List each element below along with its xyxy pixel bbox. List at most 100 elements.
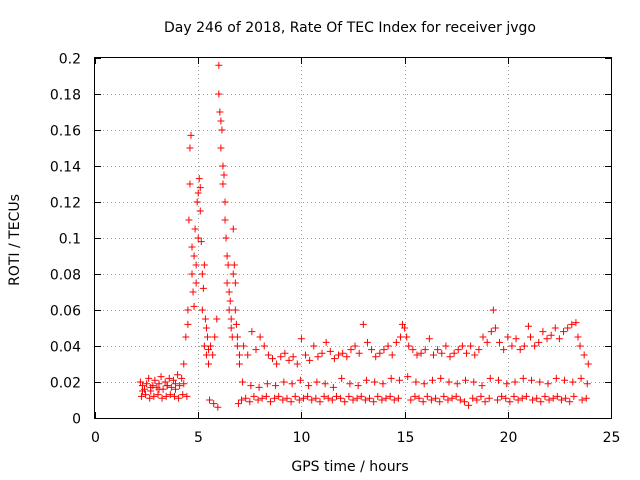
data-point — [493, 396, 501, 404]
data-point — [214, 403, 222, 411]
data-point — [279, 396, 287, 404]
data-point — [185, 216, 193, 224]
data-point — [143, 380, 151, 388]
data-point — [357, 392, 365, 400]
data-point — [239, 378, 247, 386]
data-point — [533, 394, 541, 402]
data-point — [201, 315, 209, 323]
data-point — [194, 234, 202, 242]
data-point — [372, 353, 380, 361]
y-tick-label: 0.06 — [50, 304, 81, 320]
data-point — [404, 373, 412, 381]
data-point — [487, 328, 495, 336]
data-point — [403, 333, 411, 341]
data-point — [339, 349, 347, 357]
data-point — [151, 376, 159, 384]
data-point — [297, 335, 305, 343]
data-point — [510, 392, 518, 400]
data-point — [338, 374, 346, 382]
data-point — [545, 396, 553, 404]
data-point — [263, 380, 271, 388]
data-point — [180, 360, 188, 368]
data-point — [247, 382, 255, 390]
data-point — [345, 392, 353, 400]
data-point — [222, 234, 230, 242]
data-point — [271, 394, 279, 402]
data-point — [250, 392, 258, 400]
data-point — [216, 108, 224, 116]
data-point — [562, 394, 570, 402]
data-point — [458, 342, 466, 350]
data-point — [380, 346, 388, 354]
data-point — [354, 382, 362, 390]
data-point — [362, 376, 370, 384]
data-point — [446, 353, 454, 361]
data-point — [219, 162, 227, 170]
data-point — [196, 184, 204, 192]
data-point — [576, 342, 584, 350]
data-point — [291, 392, 299, 400]
data-point — [442, 342, 450, 350]
data-point — [407, 396, 415, 404]
data-point — [238, 396, 246, 404]
data-point — [413, 351, 421, 359]
data-point — [150, 392, 158, 400]
data-point — [154, 391, 162, 399]
data-point — [230, 261, 238, 269]
data-point — [225, 306, 233, 314]
chart-title: Day 246 of 2018, Rate Of TEC Index for r… — [164, 20, 536, 36]
data-point — [420, 380, 428, 388]
x-tick-label: 20 — [500, 430, 518, 446]
data-point — [355, 349, 363, 357]
data-point — [221, 216, 229, 224]
data-point — [386, 392, 394, 400]
data-point — [374, 392, 382, 400]
data-point — [473, 396, 481, 404]
data-point — [467, 342, 475, 350]
data-point — [312, 394, 320, 402]
data-point — [203, 333, 211, 341]
data-point — [199, 284, 207, 292]
data-point — [187, 131, 195, 139]
data-point — [335, 351, 343, 359]
data-point — [213, 315, 221, 323]
data-point — [196, 207, 204, 215]
data-point — [415, 394, 423, 402]
data-point — [145, 374, 153, 382]
data-point — [411, 392, 419, 400]
data-point — [308, 396, 316, 404]
data-point — [555, 335, 563, 343]
data-point — [496, 338, 504, 346]
data-point — [234, 400, 242, 408]
data-point — [346, 380, 354, 388]
y-tick-label: 0.18 — [50, 88, 81, 104]
data-point — [302, 351, 310, 359]
data-point — [202, 351, 210, 359]
data-point — [448, 394, 456, 402]
data-point — [347, 346, 355, 354]
data-point — [273, 360, 281, 368]
data-point — [529, 396, 537, 404]
y-tick-label: 0.14 — [50, 160, 81, 176]
data-point — [275, 392, 283, 400]
data-point — [182, 333, 190, 341]
data-point — [215, 90, 223, 98]
data-point — [429, 351, 437, 359]
data-point — [217, 144, 225, 152]
data-point — [232, 320, 240, 328]
data-point — [561, 376, 569, 384]
data-point — [522, 392, 530, 400]
data-point — [553, 392, 561, 400]
data-point — [225, 288, 233, 296]
data-point — [190, 302, 198, 310]
data-point — [318, 349, 326, 357]
data-point — [277, 353, 285, 361]
data-point — [481, 398, 489, 406]
data-point — [171, 385, 179, 393]
data-point — [179, 391, 187, 399]
data-point — [396, 333, 404, 341]
data-point — [200, 342, 208, 350]
data-point — [328, 396, 336, 404]
data-point — [421, 346, 429, 354]
data-point — [136, 378, 144, 386]
